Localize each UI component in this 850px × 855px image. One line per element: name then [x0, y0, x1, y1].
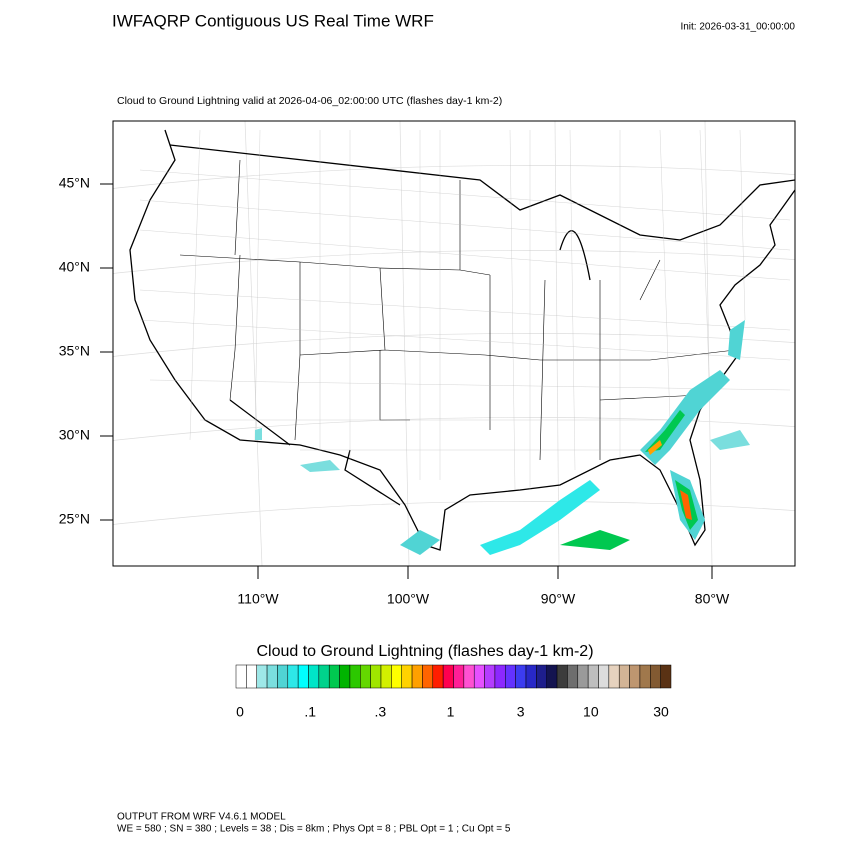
colorbar-swatch: [608, 664, 620, 689]
colorbar-swatch: [629, 664, 641, 689]
colorbar-swatch: [473, 664, 485, 689]
init-time: Init: 2026-03-31_00:00:00: [680, 22, 795, 33]
colorbar-label: 1: [447, 704, 455, 720]
lightning: [255, 320, 750, 555]
colorbar-swatch: [370, 664, 382, 689]
colorbar-label: 3: [517, 704, 525, 720]
colorbar-swatch: [432, 664, 444, 689]
border-detail: [229, 230, 591, 506]
colorbar-swatch: [618, 664, 630, 689]
map: [112, 120, 796, 567]
colorbar-swatch: [318, 664, 330, 689]
lat-label: 35°N: [59, 343, 90, 359]
legend-title: Cloud to Ground Lightning (flashes day-1…: [256, 643, 593, 660]
colorbar-swatch: [598, 664, 610, 689]
colorbar-swatch: [328, 664, 340, 689]
colorbar-label: 0: [236, 704, 244, 720]
colorbar-label: .1: [304, 704, 316, 720]
colorbar-swatch: [577, 664, 589, 689]
county-lines: [139, 129, 791, 491]
colorbar-swatch: [360, 664, 371, 689]
colorbar-swatch: [494, 664, 506, 689]
colorbar-label: .3: [374, 704, 386, 720]
colorbar-swatch: [463, 664, 475, 689]
colorbar-swatch: [567, 664, 579, 689]
lat-label: 25°N: [59, 511, 90, 527]
lat-label: 45°N: [59, 175, 90, 191]
colorbar-swatch: [411, 664, 423, 689]
colorbar-swatch: [266, 664, 278, 689]
footer-line: WE = 580 ; SN = 380 ; Levels = 38 ; Dis …: [117, 824, 511, 835]
colorbar-swatch: [650, 664, 661, 689]
title: IWFAQRP Contiguous US Real Time WRF: [112, 11, 434, 30]
colorbar-swatch: [308, 664, 320, 689]
graticule: [113, 121, 795, 566]
colorbar-swatch: [349, 664, 361, 689]
colorbar-swatch: [246, 664, 257, 689]
colorbar-swatch: [556, 664, 568, 689]
colorbar-swatch: [587, 664, 599, 689]
colorbar-swatch: [515, 664, 527, 689]
colorbar-swatch: [639, 664, 651, 689]
colorbar-swatch: [505, 664, 516, 689]
colorbar-swatch: [339, 664, 351, 689]
colorbar-swatch: [484, 664, 496, 689]
colorbar-swatch: [235, 664, 247, 689]
colorbar-swatch: [660, 664, 672, 689]
colorbar-swatch: [536, 664, 547, 689]
lon-label: 90°W: [541, 591, 576, 607]
lon-label: 80°W: [695, 591, 730, 607]
colorbar-swatch: [391, 664, 402, 689]
map-subtitle: Cloud to Ground Lightning valid at 2026-…: [117, 95, 502, 107]
colorbar-swatch: [256, 664, 268, 689]
colorbar-swatch: [546, 664, 558, 689]
lat-label: 30°N: [59, 427, 90, 443]
colorbar-swatch: [401, 664, 413, 689]
footer-line: OUTPUT FROM WRF V4.6.1 MODEL: [117, 812, 286, 823]
colorbar-swatch: [380, 664, 392, 689]
colorbar-swatch: [277, 664, 289, 689]
lon-label: 110°W: [237, 591, 279, 607]
colorbar-label: 30: [653, 704, 669, 720]
colorbar-swatch: [525, 664, 537, 689]
lat-label: 40°N: [59, 259, 90, 275]
colorbar-swatch: [442, 664, 454, 689]
colorbar-label: 10: [583, 704, 599, 720]
colorbar: 0 .1 .3 1 3 10 30: [235, 664, 672, 720]
lon-label: 100°W: [387, 591, 430, 607]
colorbar-swatch: [422, 664, 434, 689]
colorbar-swatch: [297, 664, 309, 689]
colorbar-swatch: [287, 664, 299, 689]
map-frame: [112, 120, 796, 567]
colorbar-swatch: [453, 664, 465, 689]
